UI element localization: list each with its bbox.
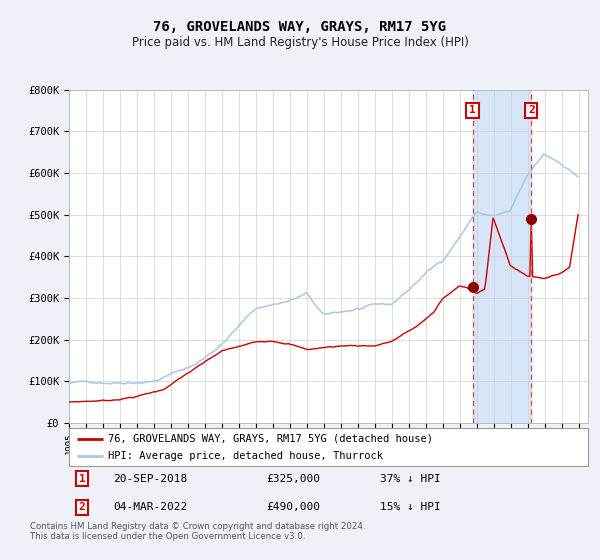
Text: 20-SEP-2018: 20-SEP-2018 [113,474,187,484]
Text: 76, GROVELANDS WAY, GRAYS, RM17 5YG (detached house): 76, GROVELANDS WAY, GRAYS, RM17 5YG (det… [108,433,433,444]
Text: 1: 1 [469,105,476,115]
Text: 1: 1 [79,474,85,484]
Text: £490,000: £490,000 [266,502,320,512]
Text: £325,000: £325,000 [266,474,320,484]
Text: 76, GROVELANDS WAY, GRAYS, RM17 5YG: 76, GROVELANDS WAY, GRAYS, RM17 5YG [154,20,446,34]
Text: HPI: Average price, detached house, Thurrock: HPI: Average price, detached house, Thur… [108,451,383,461]
Text: 04-MAR-2022: 04-MAR-2022 [113,502,187,512]
Text: 2: 2 [528,105,535,115]
Text: 2: 2 [79,502,85,512]
Text: Contains HM Land Registry data © Crown copyright and database right 2024.
This d: Contains HM Land Registry data © Crown c… [30,522,365,542]
Text: 15% ↓ HPI: 15% ↓ HPI [380,502,441,512]
Bar [473,90,532,423]
Text: Price paid vs. HM Land Registry's House Price Index (HPI): Price paid vs. HM Land Registry's House … [131,36,469,49]
Text: 37% ↓ HPI: 37% ↓ HPI [380,474,441,484]
